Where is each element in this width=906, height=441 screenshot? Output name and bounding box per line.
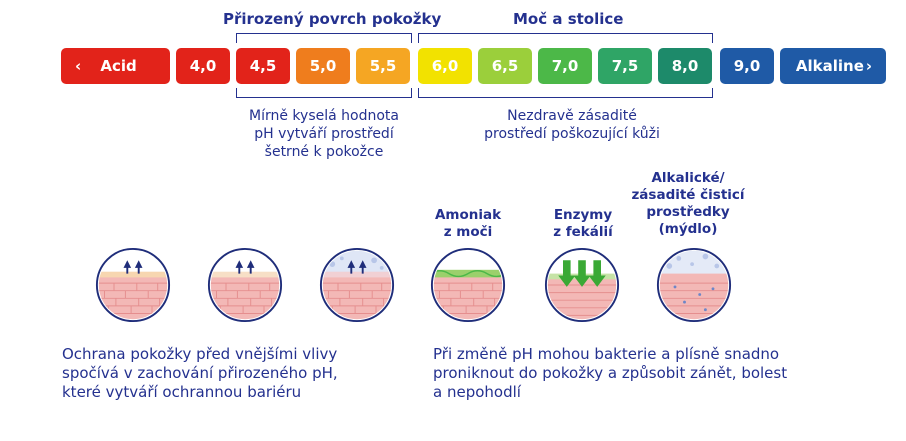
enzymes-skin-circle [544, 247, 620, 323]
scale-item-label: 5,0 [309, 57, 337, 75]
label-line: prostředky [646, 204, 730, 220]
scale-item-7-5: 7,5 [598, 48, 652, 84]
caption-line: Při změně pH mohou bakterie a plísně sna… [433, 345, 780, 363]
label-line: z moči [443, 224, 493, 240]
chevron-right-icon: › [865, 57, 872, 75]
caption-line: spočívá v zachování přirozeného pH, [62, 364, 338, 382]
label-line: Enzymy [553, 207, 613, 223]
scale-item-label: 7,5 [611, 57, 639, 75]
arrow-down-icon [558, 260, 606, 287]
scale-item-label: 4,0 [189, 57, 217, 75]
scale-item-acid: ‹ Acid [61, 48, 170, 84]
scale-item-5-5: 5,5 [356, 48, 410, 84]
ammonia-skin-circle [430, 247, 506, 323]
scale-item-label: 4,5 [249, 57, 277, 75]
scale-item-8-0: 8,0 [658, 48, 712, 84]
scale-item-7-0: 7,0 [538, 48, 592, 84]
caption-line: Ochrana pokožky před vnějšími vlivy [62, 345, 338, 363]
scale-item-6-0: 6,0 [418, 48, 472, 84]
scale-item-label: 9,0 [733, 57, 761, 75]
note-line: pH vytváří prostředí [254, 126, 394, 142]
scale-item-label: 6,5 [491, 57, 519, 75]
note-line: Nezdravě zásadité [507, 108, 637, 124]
scale-item-label: Acid [100, 57, 137, 75]
mild-acid-note: Mírně kyselá hodnota pH vytváří prostřed… [244, 107, 404, 161]
scale-item-label: Alkaline [795, 57, 864, 75]
caption-line: proniknout do pokožky a způsobit zánět, … [433, 364, 788, 382]
healthy-skin-circle-3 [319, 247, 395, 323]
scale-item-9-0: 9,0 [720, 48, 774, 84]
enzymes-label: Enzymy z fekálií [540, 207, 626, 241]
urine-stool-heading: Moč a stolice [513, 10, 624, 28]
note-line: šetrné k pokožce [264, 144, 384, 160]
protection-caption: Ochrana pokožky před vnějšími vlivy spoč… [62, 345, 338, 402]
alkaline-damage-note: Nezdravě zásadité prostředí poškozující … [472, 107, 672, 143]
healthy-skin-circle-1 [95, 247, 171, 323]
natural-skin-heading: Přirozený povrch pokožky [223, 10, 442, 28]
alkaline-skin-circle [656, 247, 732, 323]
arrow-up-icon [347, 260, 367, 274]
scale-item-4-5: 4,5 [236, 48, 290, 84]
alkaline-cleanser-label: Alkalické/ zásadité čisticí prostředky (… [630, 170, 746, 238]
ammonia-label: Amoniak z moči [425, 207, 511, 241]
arrow-up-icon [123, 260, 143, 274]
scale-item-label: 8,0 [671, 57, 699, 75]
scale-item-alkaline: Alkaline › [780, 48, 886, 84]
scale-item-label: 5,5 [369, 57, 397, 75]
urine-stool-bracket-top [418, 33, 713, 43]
label-line: (mýdlo) [658, 221, 718, 237]
note-line: Mírně kyselá hodnota [249, 108, 399, 124]
scale-item-label: 7,0 [551, 57, 579, 75]
scale-item-5-0: 5,0 [296, 48, 350, 84]
label-line: z fekálií [553, 224, 613, 240]
natural-skin-bracket-top [236, 33, 412, 43]
label-line: Amoniak [434, 207, 502, 223]
urine-stool-bracket-bottom [418, 88, 713, 98]
caption-line: a nepohodlí [433, 383, 521, 401]
scale-item-4-0: 4,0 [176, 48, 230, 84]
label-line: zásadité čisticí [631, 187, 745, 203]
label-line: Alkalické/ [651, 170, 725, 186]
scale-item-6-5: 6,5 [478, 48, 532, 84]
note-line: prostředí poškozující kůži [484, 126, 660, 142]
scale-item-label: 6,0 [431, 57, 459, 75]
arrow-up-icon [235, 260, 255, 274]
caption-line: které vytváří ochrannou bariéru [62, 383, 302, 401]
healthy-skin-circle-2 [207, 247, 283, 323]
ph-change-caption: Při změně pH mohou bakterie a plísně sna… [433, 345, 787, 402]
natural-skin-bracket-bottom [236, 88, 412, 98]
chevron-left-icon: ‹ [75, 57, 82, 75]
